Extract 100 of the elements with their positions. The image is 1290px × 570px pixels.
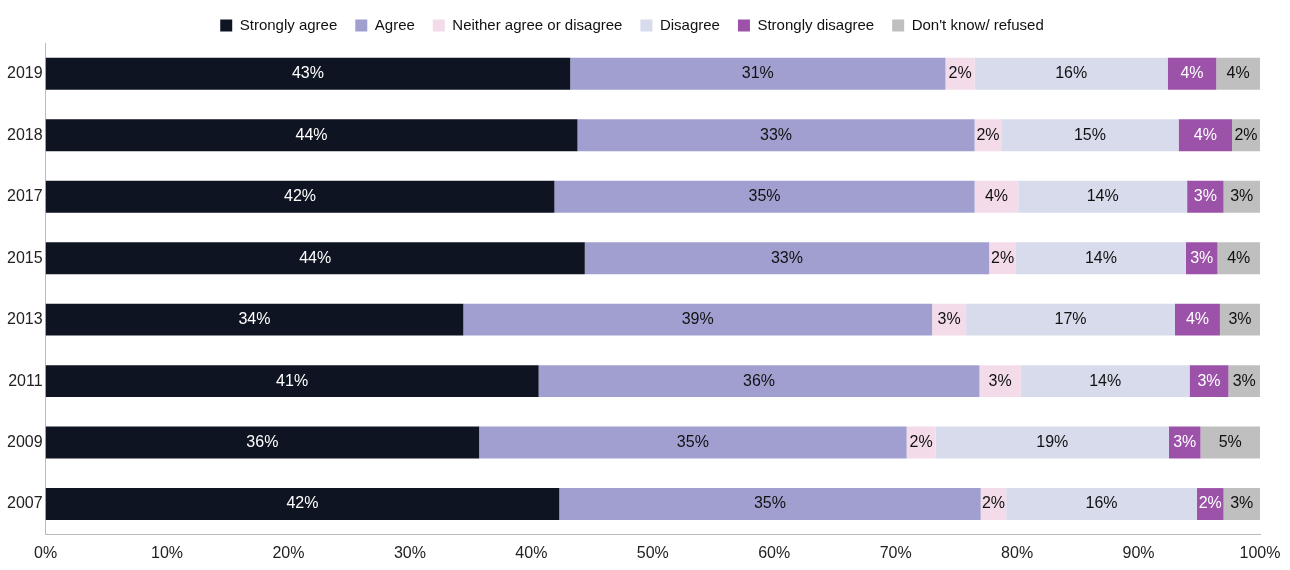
data-label: 4%	[1227, 248, 1251, 266]
legend-label: Disagree	[659, 15, 720, 33]
legend-label: Don't know/ refused	[911, 15, 1044, 33]
data-label: 3%	[937, 310, 961, 328]
x-tick-label: 30%	[393, 543, 426, 561]
data-label: 42%	[286, 494, 319, 512]
data-label: 3%	[1193, 187, 1217, 205]
x-tick-label: 10%	[151, 543, 184, 561]
bar	[1015, 242, 1186, 275]
data-label: 4%	[1226, 64, 1250, 82]
data-label: 44%	[295, 125, 328, 143]
bar	[45, 365, 539, 398]
data-label: 14%	[1084, 248, 1117, 266]
bar	[45, 242, 585, 275]
data-label: 19%	[1036, 432, 1069, 450]
y-tick-label: 2015	[7, 248, 43, 266]
y-tick-label: 2011	[8, 371, 43, 389]
bar	[974, 57, 1168, 90]
bar	[1001, 119, 1179, 152]
bar	[479, 426, 907, 459]
data-label: 2%	[1198, 494, 1222, 512]
bar	[584, 242, 990, 275]
data-label: 3%	[1232, 371, 1256, 389]
legend-label: Strongly disagree	[757, 15, 875, 33]
x-tick-label: 0%	[34, 543, 58, 561]
data-label: 16%	[1055, 64, 1088, 82]
bar	[1020, 365, 1190, 398]
data-label: 42%	[284, 187, 317, 205]
data-label: 2%	[948, 64, 972, 82]
data-label: 34%	[238, 310, 271, 328]
bar	[1018, 180, 1188, 213]
bar	[1178, 119, 1233, 152]
x-tick-label: 80%	[1001, 543, 1034, 561]
data-label: 4%	[1193, 125, 1217, 143]
bar	[1174, 303, 1220, 336]
y-tick-label: 2018	[7, 125, 43, 143]
y-tick-label: 2019	[7, 64, 43, 82]
data-label: 35%	[748, 187, 781, 205]
data-label: 3%	[1230, 187, 1254, 205]
x-tick-label: 70%	[879, 543, 912, 561]
data-label: 2%	[909, 432, 933, 450]
bar	[463, 303, 933, 336]
data-label: 3%	[1190, 248, 1214, 266]
data-label: 4%	[1185, 310, 1210, 328]
x-tick-label: 100%	[1239, 543, 1281, 561]
data-label: 2%	[981, 494, 1005, 512]
bar	[45, 303, 464, 336]
bar	[45, 57, 571, 90]
data-label: 14%	[1089, 371, 1122, 389]
data-label: 35%	[753, 494, 786, 512]
data-label: 3%	[1173, 432, 1197, 450]
y-tick-label: 2013	[7, 310, 43, 328]
data-label: 2%	[1234, 125, 1258, 143]
data-label: 4%	[984, 187, 1009, 205]
y-tick-label: 2009	[7, 432, 43, 450]
bar	[538, 365, 980, 398]
data-label: 36%	[246, 432, 279, 450]
data-label: 39%	[681, 310, 714, 328]
bar	[45, 119, 578, 152]
bar	[935, 426, 1169, 459]
data-label: 43%	[291, 64, 324, 82]
data-label: 2%	[976, 125, 1000, 143]
data-label: 35%	[676, 432, 709, 450]
x-tick-label: 20%	[272, 543, 305, 561]
data-label: 3%	[1197, 371, 1221, 389]
y-tick-label: 2017	[7, 187, 43, 205]
bar	[554, 180, 975, 213]
data-label: 36%	[743, 371, 776, 389]
data-label: 3%	[1230, 494, 1254, 512]
bar	[1200, 426, 1260, 459]
data-label: 16%	[1085, 494, 1118, 512]
data-label: 33%	[760, 125, 793, 143]
y-tick-label: 2007	[7, 494, 43, 512]
bar	[1006, 488, 1197, 521]
bar	[577, 119, 975, 152]
x-tick-label: 40%	[515, 543, 548, 561]
bar	[559, 488, 981, 521]
legend-label: Agree	[374, 15, 415, 33]
data-label: 5%	[1218, 432, 1242, 450]
data-label: 44%	[299, 248, 332, 266]
data-label: 2%	[990, 248, 1015, 266]
x-tick-label: 60%	[758, 543, 791, 561]
x-tick-label: 90%	[1122, 543, 1155, 561]
bar	[45, 180, 555, 213]
bar	[570, 57, 946, 90]
data-label: 31%	[741, 64, 774, 82]
bar	[966, 303, 1175, 336]
legend-label: Strongly agree	[239, 15, 338, 33]
data-label: 3%	[1228, 310, 1252, 328]
data-label: 14%	[1086, 187, 1119, 205]
data-label: 17%	[1054, 310, 1087, 328]
legend-label: Neither agree or disagree	[452, 15, 623, 33]
bar	[45, 488, 560, 521]
data-label: 41%	[276, 371, 309, 389]
data-label: 33%	[770, 248, 803, 266]
x-tick-label: 50%	[636, 543, 669, 561]
bar	[45, 426, 480, 459]
data-label: 15%	[1073, 125, 1106, 143]
data-label: 3%	[988, 371, 1012, 389]
data-label: 4%	[1180, 64, 1204, 82]
